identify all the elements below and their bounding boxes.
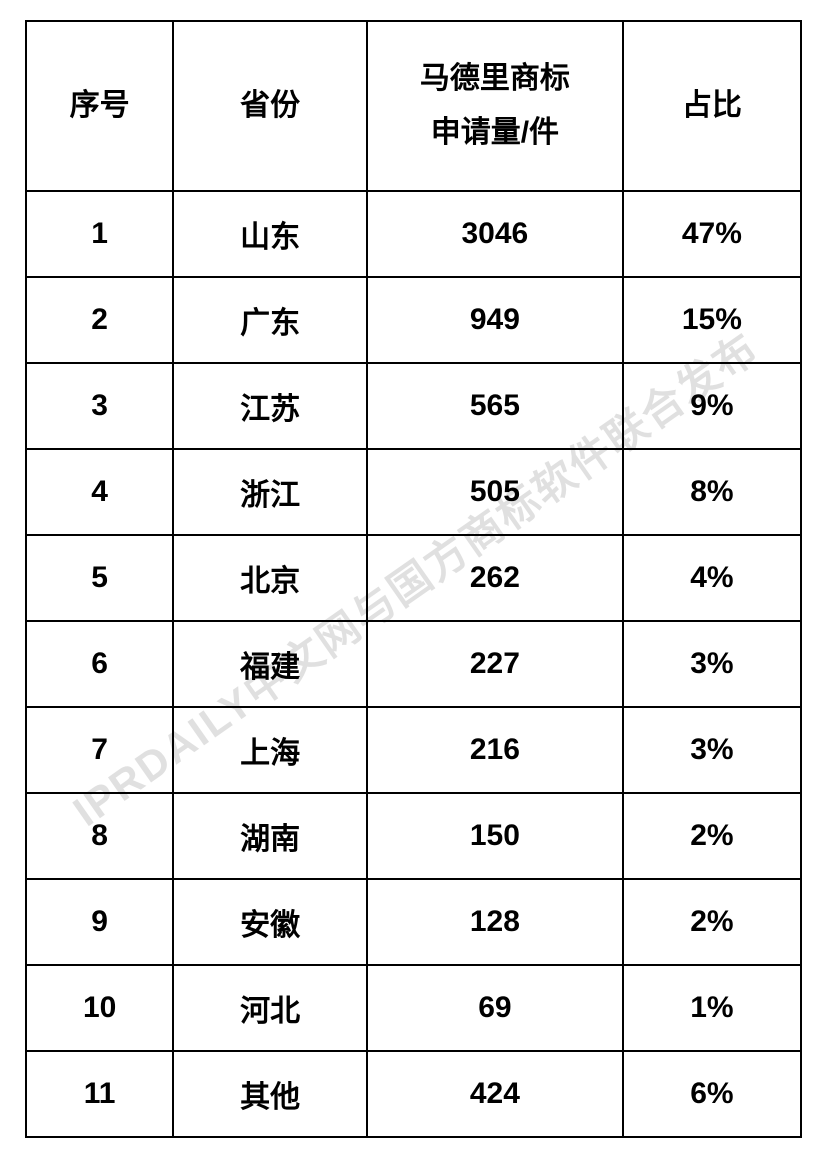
table-row: 2 广东 949 15% [26, 277, 801, 363]
cell-amount: 505 [367, 449, 623, 535]
table-header: 序号 省份 马德里商标 申请量/件 占比 [26, 21, 801, 191]
table-body: 1 山东 3046 47% 2 广东 949 15% 3 江苏 565 9% 4… [26, 191, 801, 1137]
header-percent: 占比 [623, 21, 801, 191]
header-rank: 序号 [26, 21, 173, 191]
header-amount-line1: 马德里商标 [373, 52, 617, 106]
cell-province: 河北 [173, 965, 367, 1051]
cell-amount: 262 [367, 535, 623, 621]
cell-province: 江苏 [173, 363, 367, 449]
cell-amount: 565 [367, 363, 623, 449]
cell-percent: 3% [623, 707, 801, 793]
cell-province: 浙江 [173, 449, 367, 535]
cell-province: 北京 [173, 535, 367, 621]
header-province: 省份 [173, 21, 367, 191]
cell-amount: 424 [367, 1051, 623, 1137]
cell-percent: 4% [623, 535, 801, 621]
cell-percent: 9% [623, 363, 801, 449]
header-amount-line2: 申请量/件 [373, 106, 617, 160]
table-row: 8 湖南 150 2% [26, 793, 801, 879]
cell-percent: 3% [623, 621, 801, 707]
cell-amount: 227 [367, 621, 623, 707]
cell-province: 其他 [173, 1051, 367, 1137]
cell-province: 安徽 [173, 879, 367, 965]
header-amount: 马德里商标 申请量/件 [367, 21, 623, 191]
table-row: 10 河北 69 1% [26, 965, 801, 1051]
cell-province: 广东 [173, 277, 367, 363]
cell-rank: 4 [26, 449, 173, 535]
cell-province: 福建 [173, 621, 367, 707]
cell-amount: 949 [367, 277, 623, 363]
cell-amount: 3046 [367, 191, 623, 277]
cell-rank: 1 [26, 191, 173, 277]
table-row: 9 安徽 128 2% [26, 879, 801, 965]
cell-percent: 8% [623, 449, 801, 535]
cell-amount: 216 [367, 707, 623, 793]
trademark-table: 序号 省份 马德里商标 申请量/件 占比 1 山东 3046 47% 2 广东 … [25, 20, 802, 1138]
cell-rank: 11 [26, 1051, 173, 1137]
table-row: 6 福建 227 3% [26, 621, 801, 707]
cell-province: 山东 [173, 191, 367, 277]
cell-percent: 15% [623, 277, 801, 363]
cell-rank: 5 [26, 535, 173, 621]
cell-percent: 2% [623, 879, 801, 965]
cell-rank: 7 [26, 707, 173, 793]
table-row: 3 江苏 565 9% [26, 363, 801, 449]
cell-percent: 1% [623, 965, 801, 1051]
cell-rank: 6 [26, 621, 173, 707]
cell-province: 上海 [173, 707, 367, 793]
table-row: 4 浙江 505 8% [26, 449, 801, 535]
table-row: 1 山东 3046 47% [26, 191, 801, 277]
header-row: 序号 省份 马德里商标 申请量/件 占比 [26, 21, 801, 191]
cell-percent: 47% [623, 191, 801, 277]
cell-amount: 150 [367, 793, 623, 879]
table-row: 7 上海 216 3% [26, 707, 801, 793]
cell-rank: 9 [26, 879, 173, 965]
cell-province: 湖南 [173, 793, 367, 879]
cell-rank: 10 [26, 965, 173, 1051]
table-row: 5 北京 262 4% [26, 535, 801, 621]
table-row: 11 其他 424 6% [26, 1051, 801, 1137]
cell-amount: 69 [367, 965, 623, 1051]
cell-percent: 2% [623, 793, 801, 879]
cell-amount: 128 [367, 879, 623, 965]
cell-percent: 6% [623, 1051, 801, 1137]
cell-rank: 8 [26, 793, 173, 879]
cell-rank: 3 [26, 363, 173, 449]
cell-rank: 2 [26, 277, 173, 363]
